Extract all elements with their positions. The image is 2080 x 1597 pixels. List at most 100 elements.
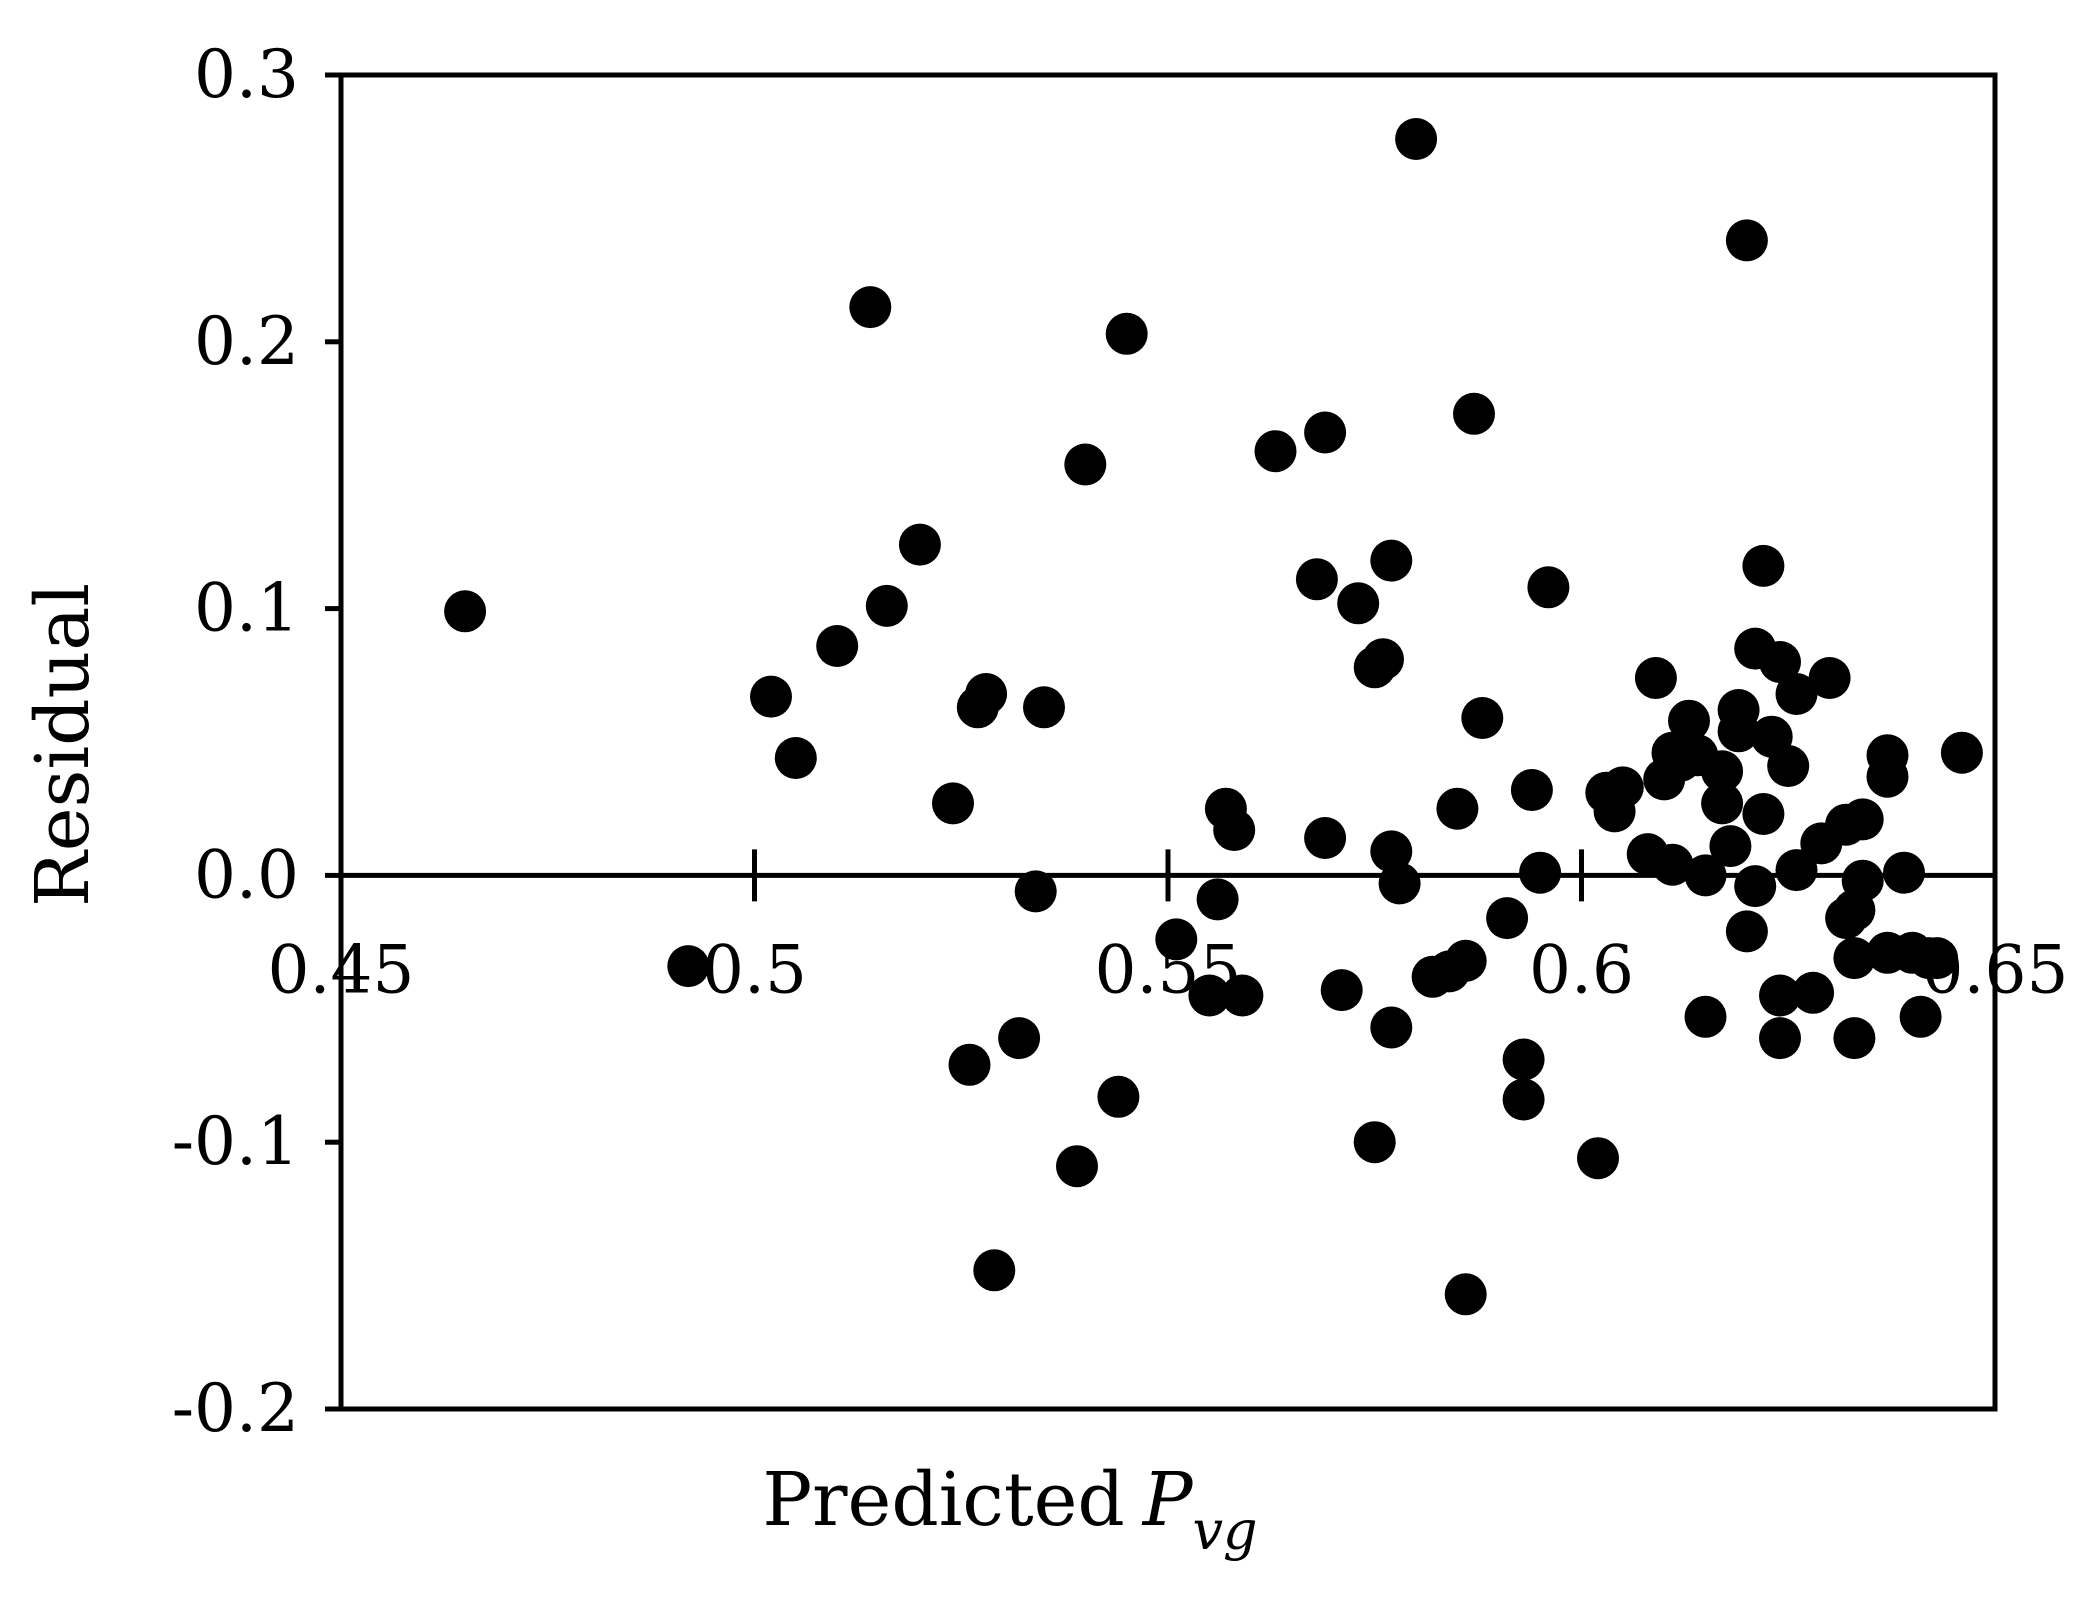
data-point xyxy=(1701,782,1744,825)
x-tick-label: 0.55 xyxy=(1095,931,1242,1008)
data-point xyxy=(1353,1121,1396,1164)
data-point xyxy=(932,782,974,825)
data-point xyxy=(1295,558,1338,601)
data-point xyxy=(1808,657,1851,699)
data-point xyxy=(1064,443,1107,486)
data-point xyxy=(1056,1145,1098,1188)
x-tick-label: 0.65 xyxy=(1922,931,2069,1008)
data-point xyxy=(774,737,817,779)
data-point xyxy=(948,1043,991,1086)
data-points xyxy=(444,118,1983,1316)
data-point xyxy=(1734,865,1777,908)
data-point xyxy=(1304,817,1347,859)
x-axis-title-subscript: vg xyxy=(1193,1499,1258,1562)
data-point xyxy=(1725,219,1768,262)
data-point xyxy=(1940,731,1983,774)
y-tick-label: -0.1 xyxy=(172,1103,299,1180)
data-point xyxy=(898,523,941,566)
data-point xyxy=(1866,755,1909,798)
y-tick-label: 0.0 xyxy=(194,836,299,913)
data-point xyxy=(1097,1075,1140,1118)
y-tick-label: -0.2 xyxy=(172,1370,299,1447)
data-point xyxy=(1320,969,1363,1012)
data-point xyxy=(1916,937,1959,980)
data-point xyxy=(444,590,487,633)
data-point xyxy=(973,1249,1016,1292)
data-point xyxy=(1461,697,1504,739)
data-point xyxy=(1378,862,1421,905)
data-point xyxy=(1014,870,1057,913)
x-axis-ticks xyxy=(752,849,1584,902)
data-point xyxy=(1196,878,1239,921)
data-point xyxy=(1444,1273,1487,1316)
y-axis-title: Residual xyxy=(20,583,106,907)
data-point xyxy=(1601,766,1644,809)
data-point xyxy=(1362,638,1404,681)
y-tick-label: 0.1 xyxy=(194,570,299,647)
data-point xyxy=(1254,430,1297,473)
data-point xyxy=(965,673,1008,715)
data-point xyxy=(1436,787,1479,830)
data-point xyxy=(1023,686,1065,729)
data-point xyxy=(849,286,892,329)
x-axis-title-symbol: P xyxy=(1141,1457,1194,1543)
data-point xyxy=(1717,689,1760,731)
data-point xyxy=(1510,769,1553,811)
data-point xyxy=(1668,699,1710,742)
data-point xyxy=(1221,974,1264,1017)
data-point xyxy=(1883,851,1925,894)
data-point xyxy=(1337,582,1380,625)
data-point xyxy=(1841,859,1884,902)
data-point xyxy=(1577,1137,1619,1180)
y-tick-label: 0.3 xyxy=(194,36,299,113)
data-point xyxy=(1841,798,1884,841)
y-axis-ticks xyxy=(325,72,341,1412)
data-point xyxy=(1188,974,1231,1017)
x-axis-title: Predicted Pvg xyxy=(762,1457,1257,1562)
data-point xyxy=(1775,673,1818,715)
data-point xyxy=(1899,995,1942,1038)
data-point xyxy=(1370,830,1413,873)
data-point xyxy=(1634,657,1677,699)
data-point xyxy=(1395,118,1438,160)
data-point xyxy=(667,945,710,988)
data-point xyxy=(1453,392,1495,435)
data-point xyxy=(816,625,859,667)
data-point xyxy=(865,584,908,627)
x-axis-tick-labels: 0.45 0.5 0.55 0.6 0.65 xyxy=(268,931,2069,1008)
data-point xyxy=(1709,825,1752,868)
data-point xyxy=(1155,918,1198,961)
data-point xyxy=(1684,995,1727,1038)
data-point xyxy=(1304,411,1347,454)
data-point xyxy=(1105,312,1148,355)
data-point xyxy=(1759,974,1801,1017)
data-point xyxy=(1502,1078,1545,1121)
data-point xyxy=(1370,539,1413,582)
data-point xyxy=(1519,851,1562,894)
data-point xyxy=(1486,897,1529,940)
data-point xyxy=(1444,939,1487,982)
x-tick-label: 0.5 xyxy=(702,931,807,1008)
y-tick-label: 0.2 xyxy=(194,303,299,380)
data-point xyxy=(1833,937,1876,980)
x-tick-label: 0.45 xyxy=(268,931,415,1008)
x-axis-title-text: Predicted xyxy=(762,1457,1124,1543)
data-point xyxy=(1742,793,1785,835)
data-point xyxy=(1502,1038,1545,1081)
data-point xyxy=(1742,544,1785,587)
data-point xyxy=(750,675,792,718)
data-point xyxy=(1213,809,1256,851)
data-point xyxy=(1701,750,1744,793)
data-point xyxy=(1759,1017,1801,1060)
data-point xyxy=(1833,1017,1876,1060)
data-point xyxy=(1725,910,1768,953)
data-point xyxy=(1767,745,1810,787)
x-tick-label: 0.6 xyxy=(1529,931,1634,1008)
y-axis-tick-labels: -0.2 -0.1 0.0 0.1 0.2 0.3 xyxy=(172,36,299,1447)
plot-area-frame xyxy=(338,72,1998,1412)
data-point xyxy=(1759,641,1801,683)
data-point xyxy=(1792,971,1835,1014)
data-point xyxy=(1527,566,1570,609)
data-point xyxy=(1370,1006,1413,1049)
